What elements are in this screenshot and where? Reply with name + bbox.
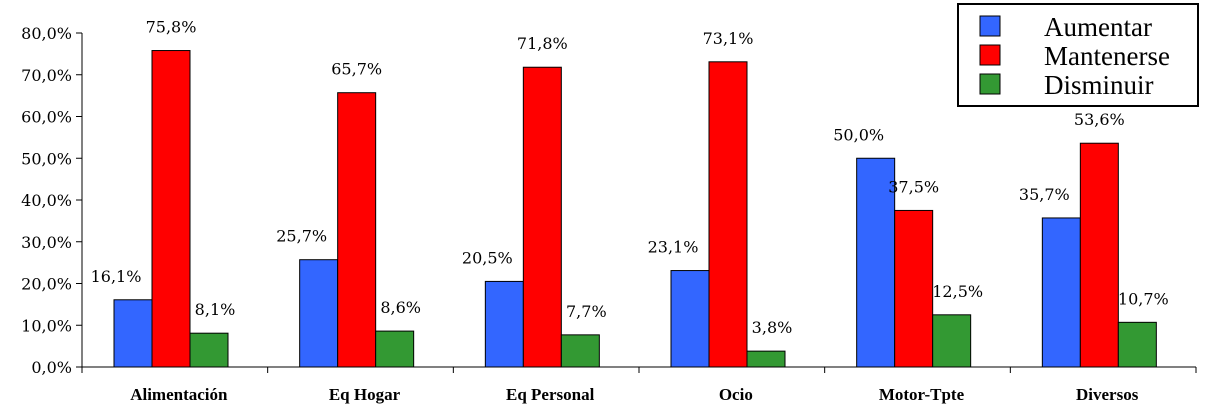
data-label: 37,5% (888, 177, 939, 196)
data-label: 50,0% (833, 125, 884, 144)
data-label: 71,8% (517, 34, 568, 53)
bar-mantenerse-5 (1079, 142, 1119, 368)
bar-mantenerse-1 (337, 92, 377, 368)
bar-disminuir-0 (189, 332, 229, 368)
x-tick-label: Motor-Tpte (879, 385, 965, 404)
y-tick-label: 40,0% (21, 191, 72, 210)
y-tick-label: 80,0% (21, 24, 72, 43)
bar-aumentar-2 (484, 280, 524, 368)
data-label: 20,5% (462, 248, 513, 267)
data-label: 3,8% (752, 318, 793, 337)
bar-aumentar-4 (856, 157, 896, 368)
data-label: 53,6% (1074, 110, 1125, 129)
data-label: 12,5% (932, 282, 983, 301)
chart-data-labels: 16,1% 25,7% 20,5% 23,1% 50,0% 35,7% 75,8% 65,7%… (91, 18, 1169, 338)
data-label: 25,7% (276, 227, 327, 246)
x-tick-label: Ocio (719, 385, 753, 404)
data-label: 16,1% (91, 267, 142, 286)
bar-aumentar-1 (299, 259, 339, 368)
data-label: 35,7% (1019, 185, 1070, 204)
legend-swatch (979, 73, 1001, 95)
data-label: 7,7% (566, 302, 607, 321)
bar-disminuir-3 (746, 350, 786, 368)
chart-axes: 0,0% 10,0% 20,0% 30,0% 40,0% 50,0% 60,0% 70,0% 8… (21, 24, 1197, 404)
bar-disminuir-2 (560, 334, 600, 368)
bar-mantenerse-4 (894, 209, 934, 368)
bar-aumentar-3 (670, 270, 710, 368)
data-label: 8,6% (380, 298, 421, 317)
legend-swatch (979, 15, 1001, 37)
legend-swatch (979, 44, 1001, 66)
bar-mantenerse-3 (708, 61, 748, 368)
data-label: 65,7% (331, 60, 382, 79)
bar-aumentar-0 (113, 299, 153, 368)
y-tick-label: 60,0% (21, 108, 72, 127)
bar-disminuir-4 (932, 314, 972, 368)
y-tick-label: 0,0% (31, 358, 72, 377)
x-tick-label: Eq Personal (506, 385, 595, 404)
y-tick-label: 70,0% (21, 66, 72, 85)
y-tick-label: 10,0% (21, 316, 72, 335)
legend-label: Mantenerse (1044, 41, 1170, 71)
legend-label: Disminuir (1044, 70, 1154, 100)
legend-label: Aumentar (1044, 12, 1152, 42)
data-label: 8,1% (195, 300, 236, 319)
x-tick-label: Alimentación (130, 385, 228, 404)
chart-bars (113, 50, 1157, 368)
data-label: 10,7% (1118, 289, 1169, 308)
x-tick-label: Eq Hogar (329, 385, 401, 404)
y-tick-label: 30,0% (21, 233, 72, 252)
data-label: 23,1% (648, 238, 699, 257)
data-label: 73,1% (703, 29, 754, 48)
bar-mantenerse-2 (522, 66, 562, 368)
y-tick-label: 50,0% (21, 149, 72, 168)
data-label: 75,8% (146, 18, 197, 37)
bar-disminuir-1 (375, 330, 415, 368)
bar-disminuir-5 (1117, 321, 1157, 368)
y-tick-label: 20,0% (21, 275, 72, 294)
bar-aumentar-5 (1041, 217, 1081, 368)
x-tick-label: Diversos (1076, 385, 1139, 404)
bar-mantenerse-0 (151, 50, 191, 368)
